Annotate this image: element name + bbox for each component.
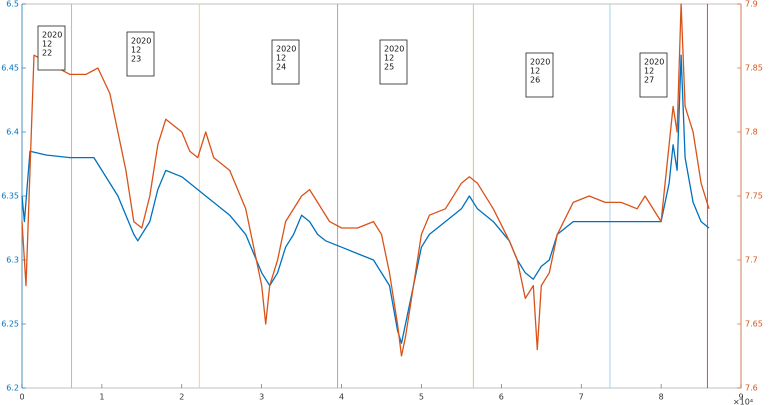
x-tick-label: 2	[179, 393, 184, 402]
annotation-text: 2020	[42, 31, 62, 40]
x-tick-label: 0	[19, 393, 24, 402]
y2-tick-label: 7.85	[745, 64, 763, 73]
annotation-text: 26	[530, 76, 540, 85]
y2-tick-label: 7.8	[745, 128, 758, 137]
annotation-text: 22	[42, 49, 52, 58]
annotation-text: 12	[644, 67, 654, 76]
annotation-text: 2020	[530, 58, 550, 67]
annotation-text: 12	[384, 54, 394, 63]
x-tick-label: 8	[659, 393, 664, 402]
x-tick-label: 4	[339, 393, 344, 402]
annotation-text: 2020	[276, 45, 296, 54]
y2-tick-label: 7.6	[745, 384, 758, 393]
annotation-text: 27	[644, 76, 654, 85]
y-tick-label: 6.4	[6, 128, 19, 137]
x-tick-label: 7	[579, 393, 584, 402]
annotation-text: 25	[384, 63, 394, 72]
annotation-box	[379, 39, 408, 85]
annotation-box	[271, 39, 300, 85]
annotation-text: 2020	[384, 45, 404, 54]
y-tick-label: 6.45	[1, 64, 19, 73]
series-line	[21, 3, 710, 357]
y-tick-label: 6.35	[1, 192, 19, 201]
y2-tick-label: 7.7	[745, 256, 758, 265]
y2-tick-label: 7.65	[745, 320, 763, 329]
y-tick-label: 6.3	[6, 256, 19, 265]
annotation-box	[126, 31, 155, 77]
annotation-box	[37, 25, 66, 71]
x-tick-label: 5	[419, 393, 424, 402]
x-tick-label: 6	[499, 393, 504, 402]
annotation-text: 2020	[644, 58, 664, 67]
y2-tick-label: 7.9	[745, 0, 758, 9]
y-tick-label: 6.5	[6, 0, 19, 9]
x-multiplier: ×10⁴	[733, 398, 753, 405]
x-tick-label: 9	[738, 393, 743, 402]
annotation-text: 2020	[131, 37, 151, 46]
y-tick-label: 6.25	[1, 320, 19, 329]
y2-tick-label: 7.75	[745, 192, 763, 201]
annotation-text: 12	[530, 67, 540, 76]
y-tick-label: 6.2	[6, 384, 19, 393]
annotation-text: 12	[131, 46, 141, 55]
series-line	[21, 54, 710, 344]
annotation-text: 12	[276, 54, 286, 63]
x-tick-label: 3	[259, 393, 264, 402]
annotation-text: 24	[276, 63, 286, 72]
annotation-text: 12	[42, 40, 52, 49]
annotation-text: 23	[131, 55, 141, 64]
annotation-box	[525, 52, 554, 98]
x-tick-label: 1	[99, 393, 104, 402]
annotation-box	[639, 52, 668, 98]
